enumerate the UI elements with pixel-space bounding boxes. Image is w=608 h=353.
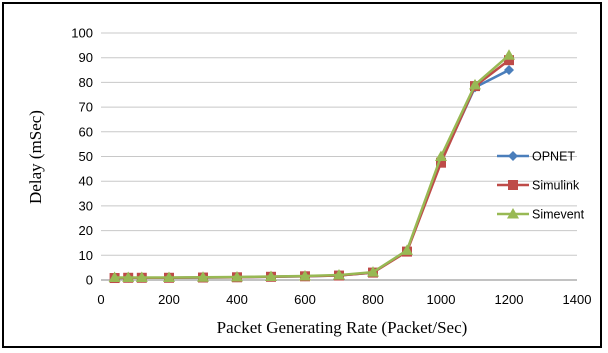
- y-tick-label: 100: [71, 26, 93, 41]
- chart-frame: [2, 2, 602, 348]
- legend-item-simevent: Simevent: [497, 208, 585, 222]
- legend: OPNET Simulink Simevent: [497, 150, 585, 222]
- data-point: [135, 271, 148, 283]
- data-point: [367, 266, 379, 277]
- x-axis-title: Packet Generating Rate (Packet/Sec): [217, 318, 468, 337]
- data-point: [299, 270, 311, 281]
- data-point: [504, 55, 514, 66]
- series-opnet: [109, 65, 514, 284]
- x-tick-label: 1400: [563, 292, 592, 307]
- y-tick-label: 60: [79, 124, 93, 139]
- legend-item-opnet: OPNET: [497, 150, 575, 164]
- series: [108, 49, 515, 284]
- x-tick-label: 200: [158, 292, 180, 307]
- x-tick-label: 400: [226, 292, 248, 307]
- x-tick-label: 0: [97, 292, 104, 307]
- y-tick-label: 20: [79, 223, 93, 238]
- series-line: [114, 59, 510, 280]
- y-axis-title: Delay (mSec): [26, 110, 45, 204]
- series-simevent: [108, 49, 515, 283]
- y-tick-label: 90: [79, 50, 93, 65]
- legend-label: OPNET: [532, 150, 575, 164]
- data-point: [436, 157, 446, 168]
- series-line: [114, 54, 510, 279]
- legend-marker: [508, 180, 518, 190]
- data-point: [469, 78, 481, 90]
- data-point: [265, 270, 277, 282]
- data-point: [231, 271, 243, 282]
- legend-marker: [508, 151, 518, 161]
- x-tick-label: 800: [362, 292, 384, 307]
- data-point: [163, 271, 175, 283]
- y-tick-label: 50: [79, 149, 93, 164]
- y-tick-label: 30: [79, 198, 93, 213]
- data-point: [108, 271, 121, 283]
- data-point: [504, 65, 514, 76]
- data-point: [401, 244, 413, 255]
- series-simulink: [109, 55, 514, 284]
- x-tick-label: 1000: [427, 292, 456, 307]
- series-line: [114, 68, 510, 280]
- data-point: [197, 271, 209, 282]
- data-point: [333, 269, 345, 280]
- y-tick-label: 40: [79, 174, 93, 189]
- x-tick-label: 1200: [495, 292, 524, 307]
- legend-marker: [507, 208, 519, 219]
- x-tick-label: 600: [294, 292, 316, 307]
- data-point: [503, 49, 515, 60]
- y-tick-label: 80: [79, 75, 93, 90]
- data-point: [435, 150, 447, 161]
- legend-label: Simulink: [532, 179, 580, 193]
- y-tick-label: 0: [86, 273, 93, 288]
- data-point: [122, 271, 135, 283]
- legend-label: Simevent: [532, 208, 585, 222]
- gridlines: [101, 32, 577, 256]
- legend-item-simulink: Simulink: [497, 179, 580, 193]
- y-tick-label: 70: [79, 100, 93, 115]
- y-tick-label: 10: [79, 248, 93, 263]
